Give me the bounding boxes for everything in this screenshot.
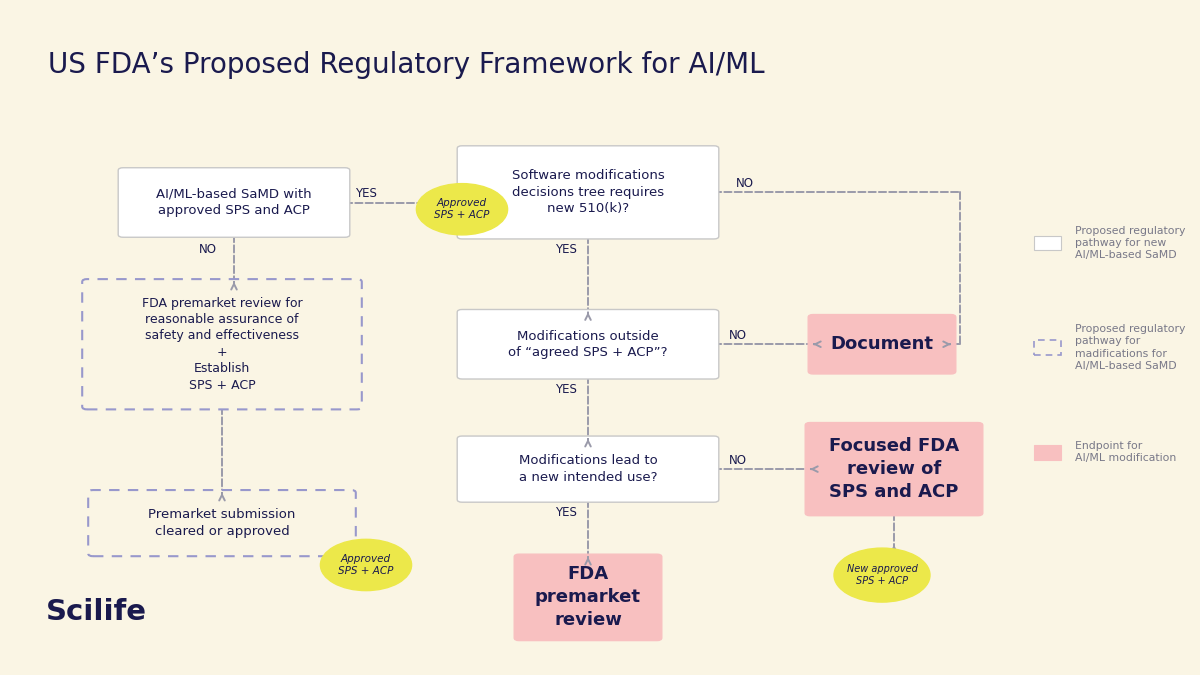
Text: Proposed regulatory
pathway for new
AI/ML-based SaMD: Proposed regulatory pathway for new AI/M… [1075,225,1186,261]
Text: YES: YES [556,383,577,396]
FancyBboxPatch shape [457,309,719,379]
Circle shape [320,539,412,591]
Text: YES: YES [556,506,577,520]
FancyBboxPatch shape [457,146,719,239]
Text: US FDA’s Proposed Regulatory Framework for AI/ML: US FDA’s Proposed Regulatory Framework f… [48,51,764,78]
Text: Software modifications
decisions tree requires
new 510(k)?: Software modifications decisions tree re… [511,169,665,215]
Text: Document: Document [830,335,934,353]
FancyBboxPatch shape [805,423,983,516]
Text: Approved
SPS + ACP: Approved SPS + ACP [338,554,394,576]
Text: New approved
SPS + ACP: New approved SPS + ACP [846,564,918,586]
Text: FDA premarket review for
reasonable assurance of
safety and effectiveness
+
Esta: FDA premarket review for reasonable assu… [142,296,302,392]
Text: Modifications lead to
a new intended use?: Modifications lead to a new intended use… [518,454,658,484]
Text: AI/ML-based SaMD with
approved SPS and ACP: AI/ML-based SaMD with approved SPS and A… [156,188,312,217]
Text: NO: NO [736,177,754,190]
Text: Focused FDA
review of
SPS and ACP: Focused FDA review of SPS and ACP [829,437,959,501]
Text: Endpoint for
AI/ML modification: Endpoint for AI/ML modification [1075,441,1176,464]
Text: Proposed regulatory
pathway for
madifications for
AI/ML-based SaMD: Proposed regulatory pathway for madifica… [1075,324,1186,371]
Text: FDA
premarket
review: FDA premarket review [535,566,641,629]
Text: Modifications outside
of “agreed SPS + ACP”?: Modifications outside of “agreed SPS + A… [509,329,667,359]
Text: YES: YES [556,243,577,256]
FancyBboxPatch shape [1034,340,1061,355]
FancyBboxPatch shape [515,554,662,641]
Text: Premarket submission
cleared or approved: Premarket submission cleared or approved [149,508,295,538]
Text: NO: NO [728,329,746,342]
Text: NO: NO [728,454,746,467]
FancyBboxPatch shape [118,168,350,238]
FancyBboxPatch shape [809,315,955,374]
Text: YES: YES [355,187,377,200]
Text: NO: NO [199,243,217,256]
FancyBboxPatch shape [457,436,719,502]
Text: Approved
SPS + ACP: Approved SPS + ACP [434,198,490,220]
Circle shape [834,548,930,602]
FancyBboxPatch shape [1034,445,1061,460]
FancyBboxPatch shape [82,279,362,409]
Text: Scilife: Scilife [46,599,146,626]
Circle shape [416,184,508,235]
FancyBboxPatch shape [1034,236,1061,250]
FancyBboxPatch shape [89,490,355,556]
